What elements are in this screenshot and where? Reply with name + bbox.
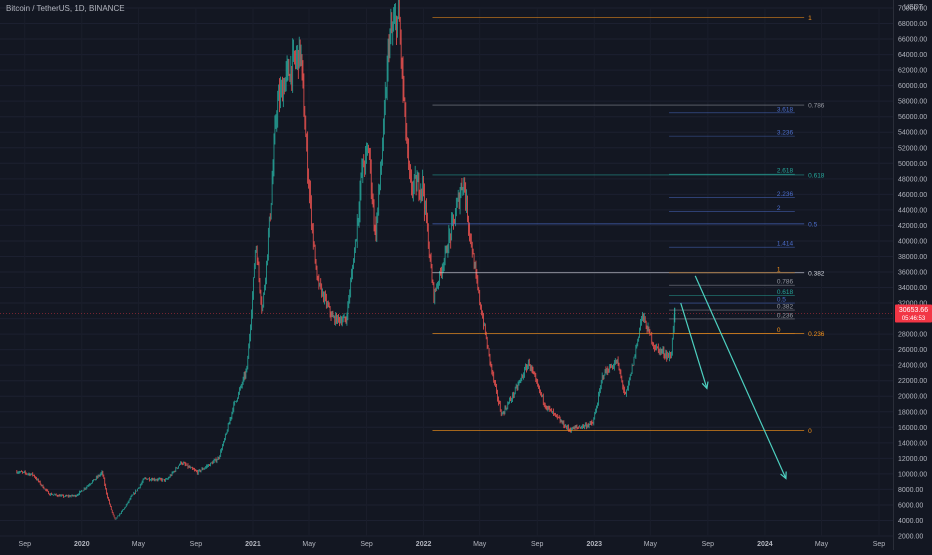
axis-layer: 2000.004000.006000.008000.0010000.001200…: [19, 0, 932, 550]
y-tick-label: 54000.00: [898, 130, 927, 137]
current-price-tag: [895, 304, 932, 323]
x-tick-label: 2022: [416, 541, 432, 548]
y-tick-label: 32000.00: [898, 301, 927, 308]
y-tick-label: 10000.00: [898, 471, 927, 478]
y-tick-label: 46000.00: [898, 192, 927, 199]
x-tick-label: Sep: [360, 541, 373, 548]
symbol-title[interactable]: Bitcoin / TetherUS, 1D, BINANCE: [6, 4, 125, 13]
x-tick-label: May: [302, 541, 316, 548]
y-tick-label: 36000.00: [898, 270, 927, 277]
fib-right-level-label: 0.5: [777, 297, 786, 304]
projection-arrow-head: [780, 471, 787, 480]
y-tick-label: 16000.00: [898, 425, 927, 432]
fib-right-level-label: 0.786: [777, 279, 794, 286]
fib-right-level-label: 2.236: [777, 191, 794, 198]
x-tick-label: May: [473, 541, 487, 548]
y-tick-label: 70000.00: [898, 6, 927, 13]
fib-right-level-label: 1: [777, 266, 781, 273]
y-tick-label: 20000.00: [898, 394, 927, 401]
fib-right-level-label: 3.618: [777, 106, 794, 113]
projection-layer: [680, 275, 787, 480]
y-tick-label: 14000.00: [898, 440, 927, 447]
fib-right-level-label: 0.382: [777, 304, 794, 311]
fib-right-level-label: 0.236: [777, 312, 794, 319]
x-tick-label: 2021: [245, 541, 261, 548]
x-tick-label: May: [644, 541, 658, 548]
fib-right-level-label: 0.618: [777, 289, 794, 296]
current-price-countdown: 05:46:53: [902, 316, 926, 322]
y-tick-label: 2000.00: [898, 534, 923, 541]
fib-right-level-label: 0: [777, 327, 781, 334]
x-tick-label: Sep: [873, 541, 886, 548]
y-tick-label: 64000.00: [898, 52, 927, 59]
fib-right-level-label: 2: [777, 205, 781, 212]
fib-left-level-label: 0: [808, 428, 812, 435]
x-tick-label: May: [815, 541, 829, 548]
y-tick-label: 28000.00: [898, 332, 927, 339]
y-tick-label: 62000.00: [898, 68, 927, 75]
projection-arrow-head: [701, 381, 709, 390]
x-tick-label: Sep: [531, 541, 544, 548]
y-tick-label: 40000.00: [898, 238, 927, 245]
y-tick-label: 12000.00: [898, 456, 927, 463]
y-tick-label: 4000.00: [898, 518, 923, 525]
grid-layer: [0, 7, 893, 537]
currency-label: USDT: [904, 4, 924, 11]
y-tick-label: 44000.00: [898, 207, 927, 214]
x-tick-label: Sep: [190, 541, 203, 548]
y-tick-label: 34000.00: [898, 285, 927, 292]
fib-left-level-label: 0.382: [808, 270, 825, 277]
x-tick-label: 2024: [757, 541, 773, 548]
fib-right-level-label: 3.236: [777, 130, 794, 137]
projection-arrow-line: [680, 302, 708, 389]
fib-left-level-label: 0.618: [808, 172, 825, 179]
x-tick-label: May: [132, 541, 146, 548]
y-tick-label: 58000.00: [898, 99, 927, 106]
fib-left-level-label: 1: [808, 15, 812, 22]
x-tick-label: Sep: [702, 541, 715, 548]
fib-right-level-label: 2.618: [777, 168, 794, 175]
y-tick-label: 48000.00: [898, 176, 927, 183]
candles-layer: [16, 0, 676, 520]
y-tick-label: 56000.00: [898, 114, 927, 121]
x-tick-label: 2023: [586, 541, 602, 548]
y-tick-label: 24000.00: [898, 363, 927, 370]
current-price-value: 30653.66: [899, 307, 928, 314]
x-tick-label: 2020: [74, 541, 90, 548]
y-tick-label: 18000.00: [898, 409, 927, 416]
y-tick-label: 38000.00: [898, 254, 927, 261]
fib-left-level-label: 0.5: [808, 221, 817, 228]
y-tick-label: 60000.00: [898, 83, 927, 90]
fib-right-level-label: 1.414: [777, 241, 794, 248]
y-tick-label: 6000.00: [898, 502, 923, 509]
y-tick-label: 52000.00: [898, 145, 927, 152]
y-tick-label: 50000.00: [898, 161, 927, 168]
y-tick-label: 42000.00: [898, 223, 927, 230]
y-tick-label: 22000.00: [898, 378, 927, 385]
x-tick-label: Sep: [19, 541, 32, 548]
fib-layer: 00.2360.3820.50.6180.786100.2360.3820.50…: [432, 15, 825, 435]
y-tick-label: 68000.00: [898, 21, 927, 28]
fib-left-level-label: 0.786: [808, 103, 825, 110]
projection-arrow-line: [694, 275, 787, 479]
fib-left-level-label: 0.236: [808, 331, 825, 338]
y-tick-label: 26000.00: [898, 347, 927, 354]
y-tick-label: 8000.00: [898, 487, 923, 494]
y-tick-label: 66000.00: [898, 37, 927, 44]
